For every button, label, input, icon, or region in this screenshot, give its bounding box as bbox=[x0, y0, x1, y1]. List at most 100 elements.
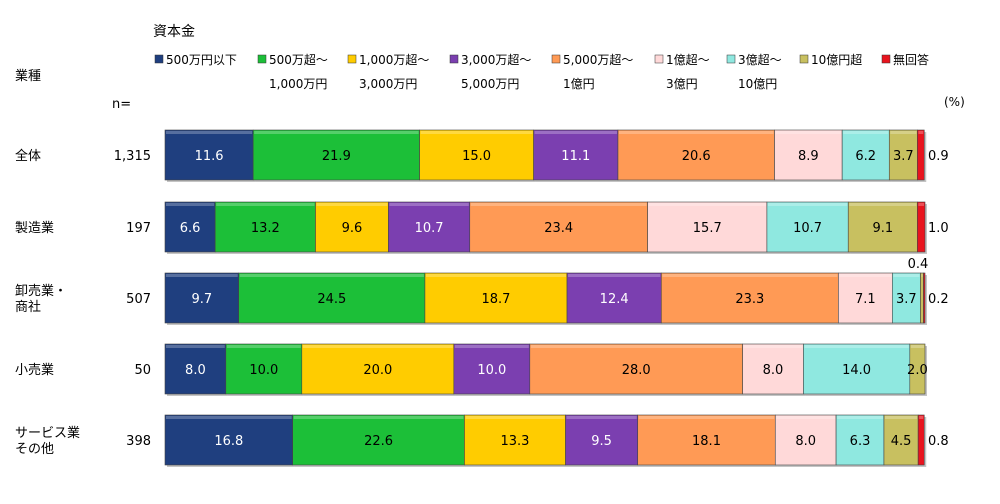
legend-item-4: 5,000万超～ 1億円 bbox=[551, 52, 633, 91]
bar-segment-10億円超 bbox=[888, 129, 918, 181]
bar-segment-10億円超 bbox=[920, 272, 924, 324]
category-label: その他 bbox=[15, 442, 54, 457]
legend-swatch bbox=[551, 54, 561, 64]
bar-segment-highlight bbox=[918, 131, 924, 134]
legend-item-0: 500万円以下 bbox=[154, 53, 237, 67]
bar-segment-highlight bbox=[465, 416, 565, 419]
bar-segment-highlight bbox=[918, 203, 924, 206]
bar-segment-highlight bbox=[166, 274, 238, 277]
data-label: 4.5 bbox=[891, 434, 912, 449]
bar-segment-highlight bbox=[425, 274, 567, 277]
data-label: 28.0 bbox=[622, 363, 651, 378]
bar-segment-500万円以下 bbox=[164, 272, 240, 324]
legend-label-line2: 10億円 bbox=[738, 77, 777, 91]
bar-segment-highlight bbox=[839, 274, 892, 277]
category-label: 製造業 bbox=[15, 220, 54, 236]
bar-segment-3億超10億円 bbox=[892, 272, 921, 324]
legend-label-line2: 1億円 bbox=[563, 77, 595, 91]
bar-segment-highlight bbox=[662, 274, 838, 277]
bar-segment-500万超1000万円 bbox=[214, 201, 316, 253]
legend-swatch bbox=[881, 54, 891, 64]
bar-segment-highlight bbox=[919, 416, 924, 419]
legend-item-3: 3,000万超～ 5,000万円 bbox=[449, 52, 531, 91]
data-label: 22.6 bbox=[364, 434, 393, 449]
legend-item-1: 500万超～ 1,000万円 bbox=[257, 52, 328, 91]
legend-label-line2: 1,000万円 bbox=[269, 77, 327, 91]
legend-label: 5,000万超～ bbox=[563, 52, 633, 67]
bar-segment-5000万超1億円 bbox=[529, 343, 743, 395]
bar-segment-3億超10億円 bbox=[835, 414, 885, 466]
data-label: 3.7 bbox=[896, 292, 917, 307]
bar-segment-highlight bbox=[470, 203, 647, 206]
data-label: 8.0 bbox=[185, 363, 206, 378]
bar-segment-500万円以下 bbox=[164, 129, 254, 181]
data-label: 15.0 bbox=[462, 149, 491, 164]
legend-item-7: 10億円超 bbox=[799, 52, 862, 67]
data-label: 23.4 bbox=[544, 221, 573, 236]
bar-segment-highlight bbox=[239, 274, 424, 277]
bar-segment-highlight bbox=[454, 345, 529, 348]
legend-label: 500万円以下 bbox=[166, 53, 237, 67]
legend-label: 無回答 bbox=[893, 52, 929, 67]
bar-segment-5000万超1億円 bbox=[637, 414, 776, 466]
legend-swatch bbox=[257, 54, 267, 64]
data-label: 21.9 bbox=[322, 149, 351, 164]
data-label: 8.0 bbox=[763, 363, 784, 378]
legend-label: 500万超～ bbox=[269, 52, 328, 67]
legend-swatch bbox=[347, 54, 357, 64]
n-value: 1,315 bbox=[114, 149, 151, 164]
bar-segment-shadow bbox=[925, 275, 927, 325]
bar-segment-無回答 bbox=[917, 129, 925, 181]
bar-segment-1000万超3000万円 bbox=[419, 129, 534, 181]
bar-segment-500万円以下 bbox=[164, 201, 216, 253]
data-label: 6.3 bbox=[850, 434, 871, 449]
bar-segment-highlight bbox=[893, 274, 920, 277]
n-value: 197 bbox=[126, 221, 151, 236]
data-label: 10.0 bbox=[477, 363, 506, 378]
data-label: 20.0 bbox=[363, 363, 392, 378]
data-label: 18.7 bbox=[482, 292, 511, 307]
legend-swatch bbox=[154, 54, 164, 64]
data-label: 8.0 bbox=[795, 434, 816, 449]
bar-segment-1000万超3000万円 bbox=[424, 272, 568, 324]
data-label: 13.3 bbox=[501, 434, 530, 449]
bar-segment-無回答 bbox=[917, 414, 925, 466]
data-label: 13.2 bbox=[251, 221, 280, 236]
bar-segment-1000万超3000万円 bbox=[301, 343, 455, 395]
bar-segment-highlight bbox=[648, 203, 766, 206]
n-value: 50 bbox=[134, 363, 151, 378]
legend-swatch bbox=[726, 54, 736, 64]
n-value: 398 bbox=[126, 434, 151, 449]
bar-row-小売業: 小売業 50 8.0 10.0 20.0 10.0 28.0 8.0 14.0 2.0 bbox=[15, 343, 928, 396]
data-label: 24.5 bbox=[317, 292, 346, 307]
data-label: 10.0 bbox=[249, 363, 278, 378]
bar-segment-highlight bbox=[849, 203, 917, 206]
bar-segment-500万円以下 bbox=[164, 414, 293, 466]
bar-segment-highlight bbox=[166, 416, 292, 419]
bar-segment-highlight bbox=[618, 131, 774, 134]
bar-segment-無回答 bbox=[923, 272, 926, 324]
bar-segment-highlight bbox=[216, 203, 315, 206]
category-label: 小売業 bbox=[15, 362, 54, 378]
bar-segment-highlight bbox=[226, 345, 301, 348]
bar-segment-3億超10億円 bbox=[803, 343, 911, 395]
bar-segment-1億超3億円 bbox=[774, 129, 843, 181]
data-label: 0.9 bbox=[928, 149, 949, 164]
bar-row-製造業: 製造業 197 6.6 13.2 9.6 10.7 23.4 15.7 10.7 9.1 1.0 bbox=[15, 201, 949, 254]
bar-segment-500万超1000万円 bbox=[225, 343, 303, 395]
bar-segment-10億円超 bbox=[847, 201, 918, 253]
legend-swatch bbox=[654, 54, 664, 64]
bar-segment-highlight bbox=[534, 131, 617, 134]
data-label: 7.1 bbox=[855, 292, 876, 307]
bar-segment-highlight bbox=[166, 203, 215, 206]
data-label: 10.7 bbox=[793, 221, 822, 236]
bar-segment-highlight bbox=[166, 345, 225, 348]
bar-segment-500万円以下 bbox=[164, 343, 227, 395]
bar-segment-3000万超5000万円 bbox=[453, 343, 531, 395]
data-label: 12.4 bbox=[600, 292, 629, 307]
data-label: 11.6 bbox=[195, 149, 224, 164]
category-label: 商社 bbox=[15, 299, 41, 315]
bar-segment-highlight bbox=[921, 274, 923, 277]
bar-segment-1000万超3000万円 bbox=[315, 201, 389, 253]
